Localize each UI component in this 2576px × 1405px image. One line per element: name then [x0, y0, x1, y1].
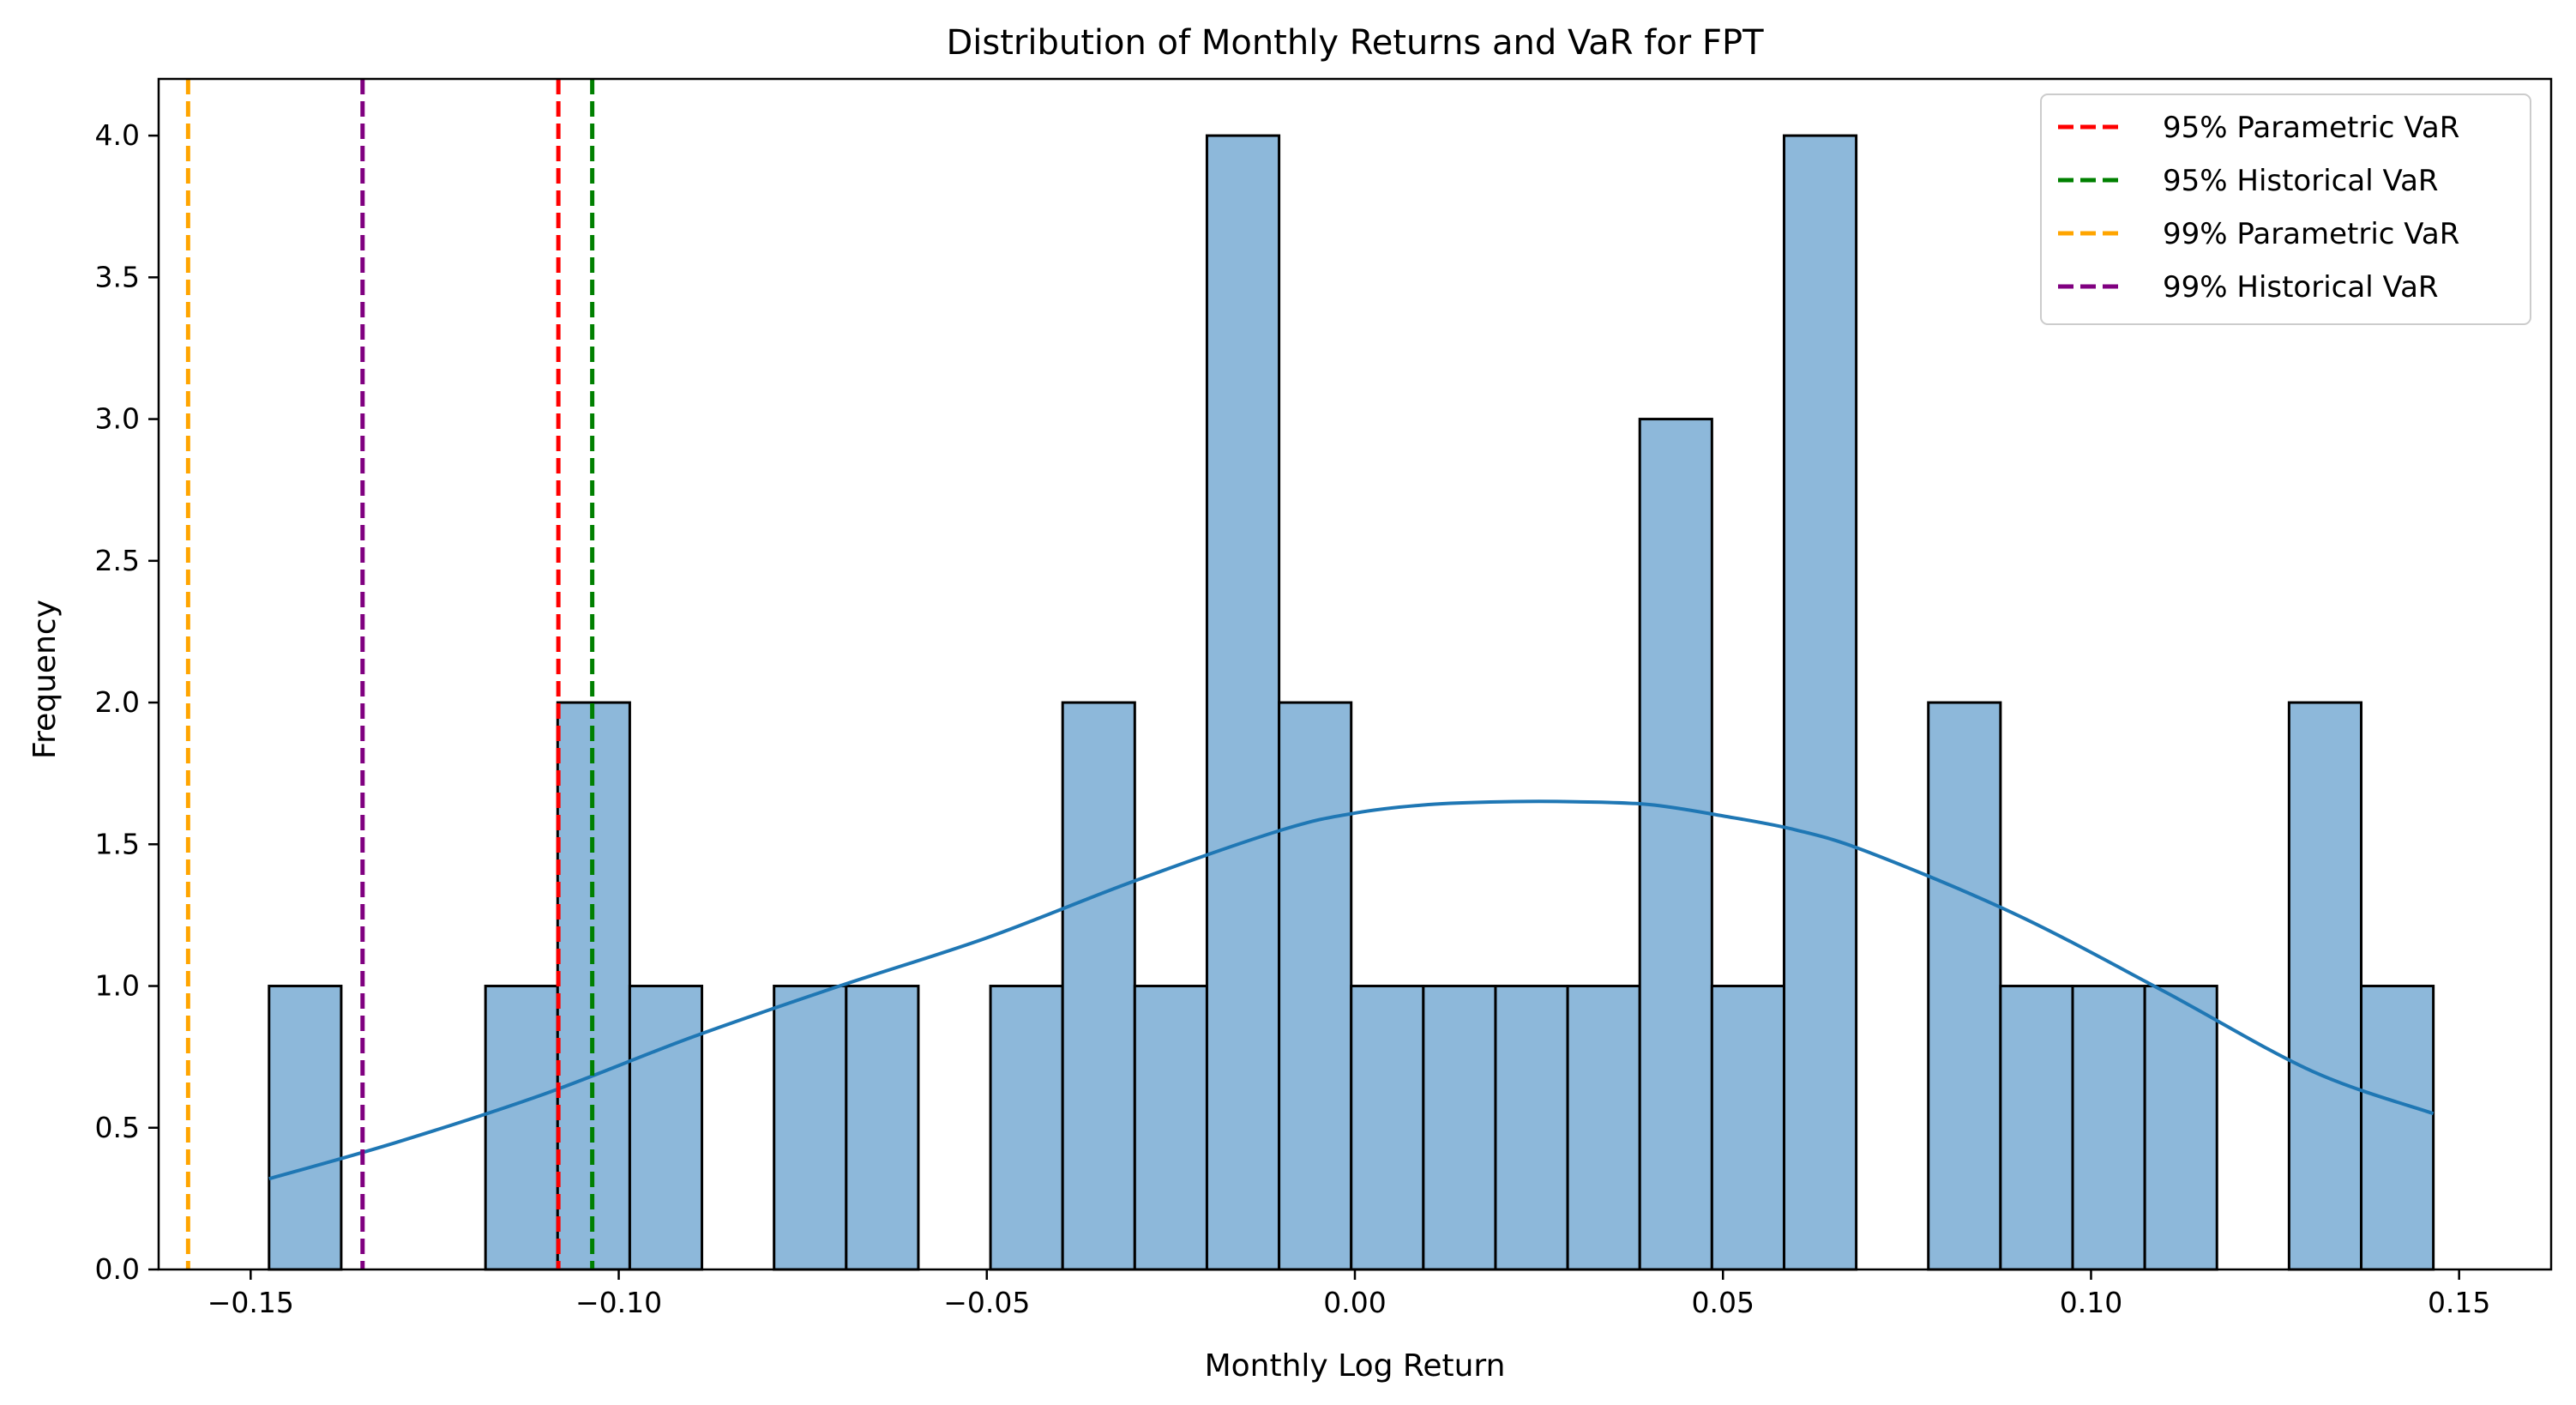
histogram-bar: [1566, 985, 1641, 1271]
legend-label: 99% Parametric VaR: [2163, 217, 2459, 251]
y-tick-label: 2.0: [95, 685, 140, 719]
x-tick-label: −0.05: [943, 1286, 1030, 1319]
kde-layer: [268, 799, 2435, 1181]
histogram-bar: [1638, 418, 1713, 1271]
y-tick-label: 1.0: [95, 969, 140, 1003]
histogram-bar: [1205, 134, 1281, 1271]
histogram-bar: [1278, 701, 1353, 1271]
y-tick-label: 0.5: [95, 1111, 140, 1144]
histogram-bar: [1710, 985, 1785, 1271]
var-lines-layer: [185, 79, 595, 1269]
x-tick-label: 0.15: [2428, 1286, 2490, 1319]
legend: 95% Parametric VaR 95% Historical VaR 99% …: [2040, 93, 2531, 325]
histogram-bar: [2143, 985, 2218, 1271]
histogram-bar: [1782, 134, 1858, 1271]
x-axis-label: Monthly Log Return: [1205, 1348, 1506, 1384]
histogram-bar: [1999, 985, 2074, 1271]
y-tick-label: 0.0: [95, 1252, 140, 1286]
x-tick-label: 0.05: [1691, 1286, 1754, 1319]
histogram-bar: [845, 985, 920, 1271]
histogram-bar: [773, 985, 848, 1271]
bars-layer: [268, 134, 2435, 1271]
y-tick-label: 4.0: [95, 118, 140, 152]
histogram-bar: [628, 985, 704, 1271]
x-tick-label: 0.10: [2060, 1286, 2122, 1319]
legend-label: 95% Parametric VaR: [2163, 111, 2459, 145]
y-tick-label: 1.5: [95, 827, 140, 860]
kde-curve: [268, 799, 2435, 1181]
y-tick-label: 3.0: [95, 402, 140, 436]
ticks-layer: −0.15 −0.10 −0.05 0.00 0.05 0.10 0.15 0.0 0.5 1.0…: [95, 118, 2491, 1319]
chart-title: Distribution of Monthly Returns and VaR …: [946, 23, 1764, 63]
histogram-bar: [268, 985, 343, 1271]
histogram-bar: [1494, 985, 1569, 1271]
x-tick-label: −0.10: [575, 1286, 662, 1319]
legend-box: [2040, 93, 2531, 325]
histogram-bar: [484, 985, 559, 1271]
histogram-bar: [2360, 985, 2435, 1271]
y-tick-label: 3.5: [95, 260, 140, 293]
legend-label: 99% Historical VaR: [2163, 270, 2439, 305]
legend-items: 95% Parametric VaR 95% Historical VaR 99% …: [2058, 111, 2459, 305]
histogram-bar: [1350, 985, 1425, 1271]
histogram-bar: [1927, 701, 2002, 1271]
histogram-bar: [1061, 701, 1136, 1271]
histogram-bar: [2287, 701, 2363, 1271]
histogram-bar: [1133, 985, 1208, 1271]
histogram-bar: [2071, 985, 2146, 1271]
histogram-bar: [1422, 985, 1497, 1271]
histogram-bar: [989, 985, 1064, 1271]
y-tick-label: 2.5: [95, 544, 140, 577]
legend-label: 95% Historical VaR: [2163, 164, 2439, 198]
x-tick-label: 0.00: [1323, 1286, 1386, 1319]
y-axis-label: Frequency: [27, 600, 63, 759]
x-tick-label: −0.15: [208, 1286, 294, 1319]
